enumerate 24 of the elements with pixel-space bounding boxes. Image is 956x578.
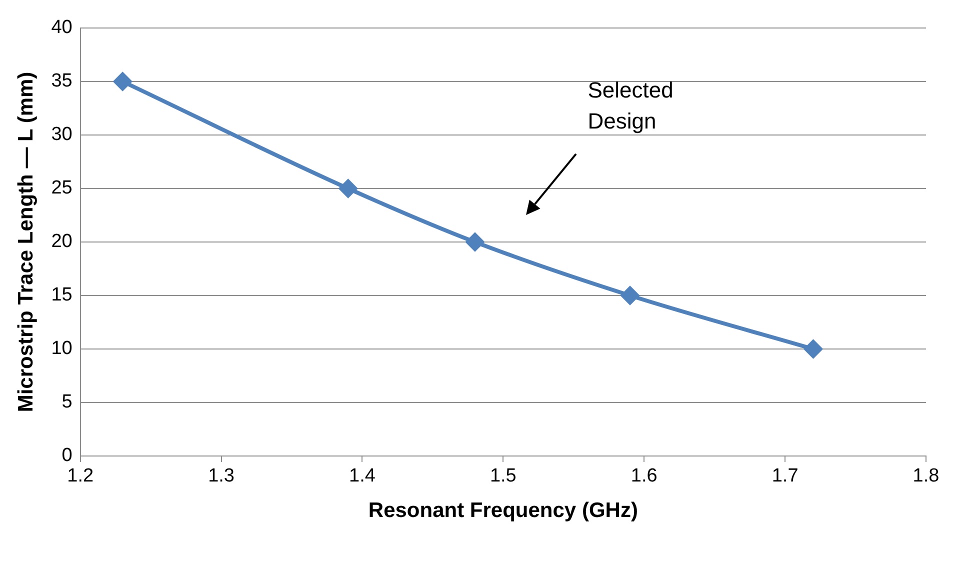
y-tick-label: 0 [62, 445, 72, 466]
y-tick-label: 25 [51, 178, 72, 199]
x-tick-label: 1.8 [912, 466, 940, 487]
point [466, 233, 484, 251]
x-tick-label: 1.4 [349, 466, 376, 487]
x-tick-label: 1.6 [630, 466, 658, 487]
y-tick-label: 30 [51, 124, 72, 146]
point [114, 72, 132, 90]
y-axis-title: Microstrip Trace Length — L (mm) [14, 72, 38, 412]
point [621, 286, 640, 304]
x-axis-title: Resonant Frequency (GHz) [368, 499, 638, 522]
y-tick-label: 40 [51, 17, 72, 38]
y-tick-label: 10 [51, 338, 72, 360]
x-tick-label: 1.2 [67, 466, 94, 487]
point [339, 180, 358, 198]
x-tick-label: 1.7 [772, 466, 798, 487]
x-tick-label: 1.3 [208, 466, 234, 487]
point [804, 340, 822, 358]
y-tick-label: 5 [62, 392, 72, 413]
y-tick-label: 15 [51, 284, 72, 306]
x-tick-label: 1.5 [490, 466, 516, 487]
y-tick-label: 35 [51, 70, 72, 92]
y-tick-label: 20 [51, 231, 72, 252]
annotation: Selected Design [588, 78, 674, 134]
